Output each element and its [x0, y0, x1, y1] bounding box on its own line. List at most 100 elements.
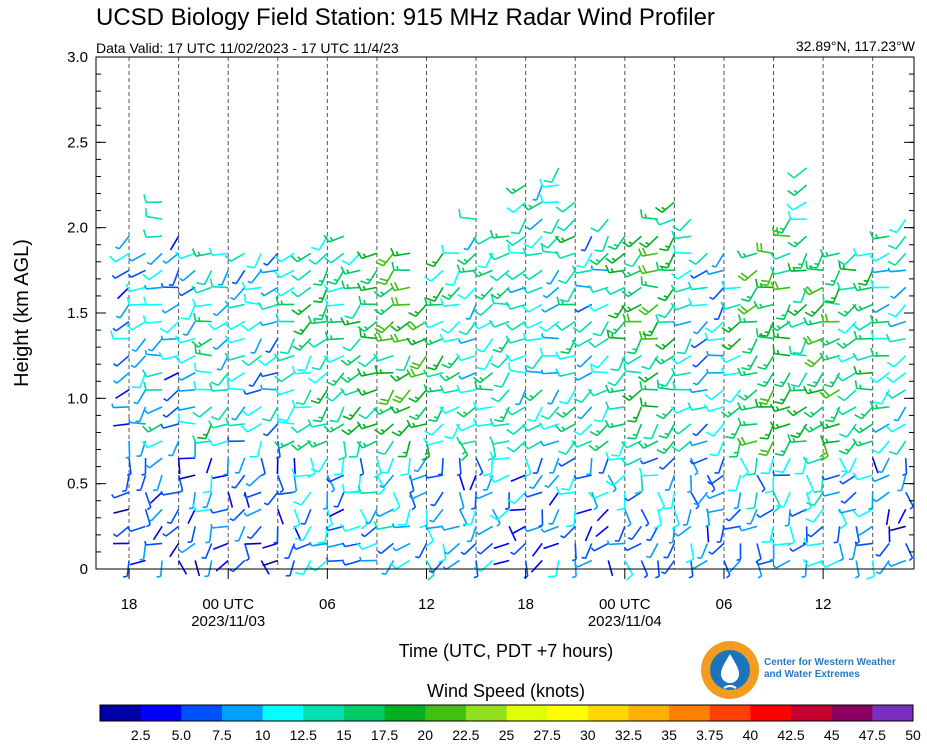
wind-barb-half-feather [632, 433, 638, 436]
wind-barb-shaft [844, 252, 857, 266]
wind-barb-half-feather [648, 330, 653, 334]
wind-barb-shaft [574, 543, 577, 560]
wind-barb-shaft [565, 269, 576, 284]
y-tick-label: 0.5 [67, 476, 88, 493]
wind-barb-shaft [765, 440, 775, 456]
wind-barb-shaft [774, 336, 791, 340]
wind-barb-feather [360, 280, 369, 285]
wind-barb-shaft [262, 303, 279, 311]
wind-barb-feather [329, 419, 338, 423]
wind-barb-feather [142, 273, 150, 281]
wind-barb-half-feather [275, 456, 281, 460]
wind-barb-feather [787, 382, 792, 391]
wind-barb-shaft [196, 286, 212, 294]
colorbar-swatch [303, 705, 345, 721]
wind-barb-feather [756, 242, 759, 251]
wind-barb-half-feather [711, 488, 716, 493]
wind-barb-shaft [496, 508, 510, 521]
wind-barb-shaft [577, 337, 593, 347]
wind-barb-shaft [794, 235, 808, 248]
wind-barb-feather [506, 446, 515, 453]
wind-barb-feather [224, 352, 231, 361]
wind-barb-feather [390, 282, 396, 291]
wind-barb-shaft [232, 559, 246, 573]
colorbar-label: 25 [499, 727, 515, 743]
wind-barb-shaft [695, 252, 708, 265]
wind-barb-shaft [293, 508, 301, 525]
wind-barb-shaft [432, 508, 444, 523]
wind-barb-shaft [583, 252, 593, 268]
wind-barb-feather [760, 243, 763, 252]
wind-barb-half-feather [115, 315, 121, 319]
wind-barb-shaft [790, 269, 807, 272]
wind-barb-feather [456, 264, 461, 273]
wind-barb-shaft [212, 285, 229, 289]
wind-barb-shaft [113, 508, 130, 514]
wind-barb-feather [292, 345, 301, 351]
wind-barb-half-feather [261, 472, 266, 477]
wind-barb-feather [802, 425, 810, 433]
wind-barb-feather [125, 283, 131, 292]
wind-barb-half-feather [178, 549, 183, 554]
wind-barb-shaft [641, 404, 658, 408]
wind-barb-shaft [165, 406, 180, 418]
wind-barb-feather [741, 471, 749, 479]
wind-barb-shaft [712, 423, 725, 437]
wind-barb-feather [522, 247, 528, 256]
wind-barb-feather [641, 306, 650, 313]
wind-barb-shaft [245, 491, 262, 499]
wind-barb-half-feather [499, 416, 505, 419]
wind-barb-half-feather [284, 557, 289, 560]
wind-barb-half-feather [510, 551, 515, 556]
wind-barb-shaft [147, 406, 163, 415]
wind-barb-feather [873, 401, 882, 405]
wind-barb-half-feather [229, 568, 234, 573]
wind-barb-feather [655, 413, 664, 420]
wind-barb-shaft [807, 389, 824, 395]
wind-barb-shaft [593, 542, 609, 552]
wind-barb-half-feather [627, 537, 633, 541]
wind-barb-shaft [617, 355, 626, 371]
wind-barbs [109, 167, 914, 581]
wind-barb-shaft [764, 372, 775, 387]
wind-barb-shaft [179, 420, 196, 425]
wind-barb-shaft [205, 457, 213, 474]
wind-barb-half-feather [821, 475, 826, 481]
wind-barb-half-feather [177, 386, 180, 392]
wind-barb-feather [224, 374, 232, 382]
wind-barb-half-feather [168, 454, 173, 457]
wind-barb-half-feather [573, 474, 577, 479]
wind-barb-shaft [710, 474, 725, 485]
wind-barb-half-feather [276, 490, 280, 495]
wind-barb-feather [671, 523, 680, 530]
wind-barb-shaft [180, 372, 196, 381]
wind-barb-half-feather [524, 493, 528, 498]
wind-barb-shaft [344, 320, 361, 326]
wind-barb-feather [802, 287, 810, 296]
wind-barb-feather [670, 284, 677, 293]
colorbar-swatch [750, 705, 792, 721]
wind-barb-half-feather [292, 545, 297, 550]
colorbar-label: 15 [336, 727, 352, 743]
wind-barb-shaft [708, 491, 725, 500]
x-tick-label: 12 [418, 596, 435, 613]
wind-barb-feather [373, 308, 382, 316]
wind-barb-shaft [695, 355, 708, 368]
wind-barb-shaft [732, 423, 742, 439]
wind-barb-half-feather [574, 308, 579, 313]
wind-barb-feather [440, 298, 445, 307]
wind-barb-half-feather [160, 490, 164, 496]
wind-barb-shaft [740, 320, 758, 324]
wind-barb-half-feather [411, 506, 416, 511]
wind-barb-feather [539, 325, 547, 333]
wind-barb-feather [274, 387, 280, 396]
wind-barb-shaft [666, 423, 676, 439]
wind-barb-shaft [743, 303, 758, 315]
wind-barb-half-feather [479, 384, 482, 390]
wind-barb-feather [458, 330, 467, 336]
wind-barb-feather [737, 402, 743, 411]
wind-barb-feather [141, 440, 149, 449]
wind-barb-feather [623, 362, 627, 372]
wind-barb-feather [489, 229, 494, 239]
